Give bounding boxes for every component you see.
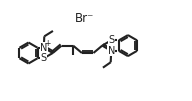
Text: S: S xyxy=(41,53,47,63)
Text: +: + xyxy=(44,39,51,48)
Text: N: N xyxy=(108,46,115,56)
Text: N: N xyxy=(40,43,47,53)
Text: Br⁻: Br⁻ xyxy=(75,13,95,25)
Text: S: S xyxy=(108,35,114,45)
